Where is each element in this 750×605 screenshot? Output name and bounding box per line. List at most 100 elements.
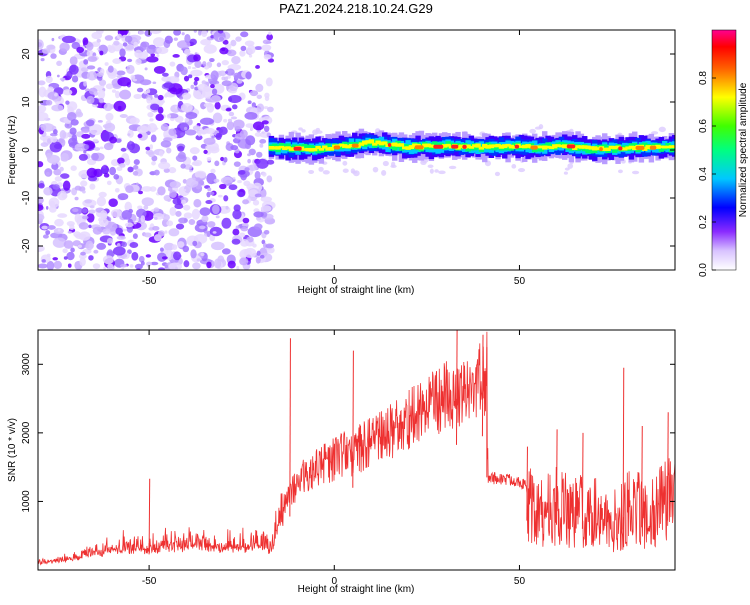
noise-blob <box>38 161 44 168</box>
noise-blob <box>237 170 246 175</box>
noise-blob <box>82 37 89 46</box>
noise-blob <box>214 258 222 269</box>
noise-blob <box>256 94 262 100</box>
noise-blob <box>143 232 152 238</box>
noise-blob <box>511 164 517 169</box>
signal-band-segment <box>612 146 618 153</box>
signal-band-segment <box>665 145 671 149</box>
noise-blob <box>47 86 54 92</box>
signal-band-segment <box>338 143 345 147</box>
noise-blob <box>184 117 190 123</box>
signal-band-segment <box>342 144 348 148</box>
noise-blob <box>156 46 169 55</box>
noise-blob <box>225 205 229 210</box>
signal-hotspot <box>414 145 424 150</box>
noise-blob <box>124 35 133 43</box>
noise-blob <box>223 118 228 123</box>
snr-spike <box>581 432 584 529</box>
noise-blob <box>226 121 235 131</box>
noise-blob <box>230 116 238 120</box>
signal-band-segment <box>398 144 405 151</box>
noise-blob <box>78 153 88 161</box>
noise-blob <box>190 69 203 77</box>
noise-blob <box>74 185 82 191</box>
noise-blob <box>261 239 266 245</box>
noise-blob <box>209 234 216 242</box>
noise-blob <box>111 89 117 93</box>
noise-blob <box>102 255 114 265</box>
noise-blob <box>112 246 126 256</box>
noise-blob <box>96 48 100 51</box>
noise-blob <box>42 48 51 54</box>
noise-blob <box>164 230 168 234</box>
noise-blob <box>228 111 235 117</box>
noise-blob <box>151 161 156 166</box>
signal-hotspot <box>387 143 392 148</box>
signal-band-segment <box>468 146 475 149</box>
noise-blob <box>78 222 89 230</box>
noise-blob <box>60 173 70 179</box>
noise-blob <box>220 156 225 162</box>
noise-blob <box>157 252 167 262</box>
noise-blob <box>233 204 241 212</box>
noise-blob <box>41 259 46 263</box>
colorbar-tick-label: 0.4 <box>698 167 709 181</box>
noise-blob <box>153 169 160 176</box>
signal-band-segment <box>345 145 351 149</box>
noise-blob <box>211 135 215 139</box>
noise-blob <box>218 70 227 77</box>
noise-blob <box>96 38 101 43</box>
noise-blob <box>50 135 58 143</box>
noise-blob <box>150 103 160 111</box>
noise-blob <box>196 258 201 262</box>
snr-series-line <box>38 331 675 566</box>
noise-blob <box>133 41 139 48</box>
noise-blob <box>168 128 177 136</box>
noise-blob <box>185 129 197 136</box>
noise-blob <box>138 190 143 195</box>
noise-blob <box>564 167 570 171</box>
noise-blob <box>86 95 95 105</box>
noise-blob <box>54 218 64 227</box>
noise-blob <box>236 79 243 84</box>
signal-band-segment <box>602 144 608 151</box>
signal-band-segment <box>428 144 435 148</box>
snr-y-tick-label: 1000 <box>21 490 32 513</box>
noise-blob <box>191 208 201 220</box>
noise-blob <box>178 217 189 224</box>
signal-band-segment <box>548 146 555 150</box>
signal-band-segment <box>425 143 431 148</box>
signal-band-segment <box>495 143 501 148</box>
noise-blob <box>145 146 151 151</box>
noise-blob <box>218 126 228 136</box>
noise-blob <box>256 158 269 169</box>
noise-blob <box>147 111 154 118</box>
noise-blob <box>192 125 201 131</box>
noise-blob <box>247 100 252 105</box>
noise-blob <box>40 142 49 148</box>
noise-blob <box>298 127 303 131</box>
noise-blob <box>268 31 272 36</box>
noise-blob <box>245 71 252 80</box>
noise-blob <box>232 209 242 220</box>
noise-blob <box>69 127 77 135</box>
noise-blob <box>225 70 229 74</box>
noise-blob <box>164 264 169 269</box>
noise-blob <box>179 96 184 100</box>
snr-spike <box>481 334 484 437</box>
noise-blob <box>248 164 258 171</box>
noise-blob <box>80 251 86 256</box>
noise-blob <box>137 205 143 210</box>
snr-frame <box>37 329 676 571</box>
noise-blob <box>98 191 107 198</box>
noise-blob <box>233 161 241 167</box>
noise-blob <box>301 129 306 133</box>
noise-blob <box>139 79 152 86</box>
noise-blob <box>116 235 126 240</box>
noise-blob <box>210 70 219 81</box>
signal-band-segment <box>348 144 355 148</box>
noise-blob <box>390 164 397 169</box>
noise-blob <box>308 169 315 175</box>
colorbar-tick-label: 0.6 <box>698 119 709 133</box>
noise-blob <box>62 89 73 96</box>
